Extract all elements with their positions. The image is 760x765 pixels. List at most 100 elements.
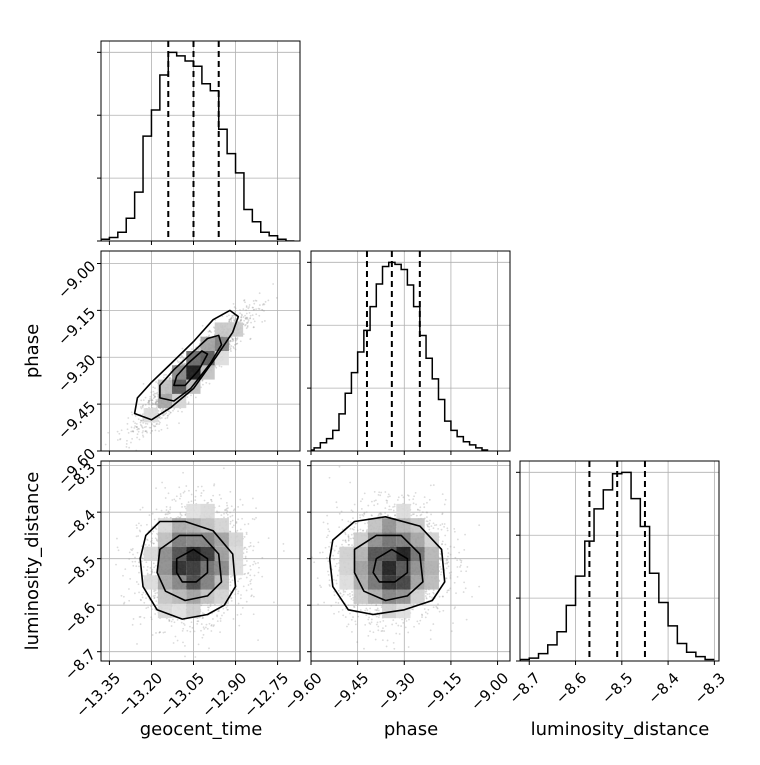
panel-geocent-time-vs-phase-sample-point <box>132 430 134 432</box>
panel-geocent-time-vs-luminosity-distance-sample-point <box>252 564 254 566</box>
panel-geocent-time-vs-phase-ytick-label: −9.00 <box>54 257 99 302</box>
hist-phase-bin <box>333 430 339 451</box>
panel-geocent-time-vs-phase-sample-point <box>170 412 172 414</box>
panel-geocent-time-vs-phase-sample-point <box>142 430 144 432</box>
hist-geocent-time-bin <box>143 136 151 241</box>
panel-geocent-time-vs-luminosity-distance-sample-point <box>132 565 134 567</box>
hist-geocent-time-bin <box>151 110 159 241</box>
panel-geocent-time-vs-luminosity-distance-sample-point <box>176 495 178 497</box>
hist-luminosity-distance-frame <box>520 461 719 661</box>
panel-geocent-time-vs-luminosity-distance-sample-point <box>261 576 263 578</box>
panel-geocent-time-vs-luminosity-distance-sample-point <box>184 624 186 626</box>
panel-geocent-time-vs-phase-sample-point <box>235 338 237 340</box>
panel-geocent-time-vs-phase-sample-point <box>229 346 231 348</box>
panel-geocent-time-vs-luminosity-distance-sample-point <box>137 552 139 554</box>
panel-geocent-time-vs-luminosity-distance-sample-point <box>237 614 239 616</box>
panel-geocent-time-vs-phase-sample-point <box>242 308 244 310</box>
panel-geocent-time-vs-luminosity-distance-sample-point <box>213 485 215 487</box>
panel-geocent-time-vs-phase-sample-point <box>239 312 241 314</box>
panel-geocent-time-vs-phase-sample-point <box>248 306 250 308</box>
hist-geocent-time-panel <box>97 41 300 245</box>
panel-geocent-time-vs-phase-sample-point <box>98 460 100 462</box>
hist-phase-bin <box>327 439 333 451</box>
hist-luminosity-distance-xtick-label: −8.5 <box>598 669 636 707</box>
hist-phase-bin <box>438 399 444 451</box>
panel-geocent-time-vs-phase-sample-point <box>253 303 255 305</box>
panel-geocent-time-vs-phase-sample-point <box>128 447 130 449</box>
panel-geocent-time-vs-luminosity-distance-sample-point <box>243 585 245 587</box>
panel-geocent-time-vs-phase-ytick-label: −9.30 <box>54 351 99 396</box>
panel-geocent-time-vs-luminosity-distance-sample-point <box>252 498 254 500</box>
panel-geocent-time-vs-luminosity-distance-sample-point <box>197 620 199 622</box>
panel-geocent-time-vs-phase-sample-point <box>154 429 156 431</box>
panel-geocent-time-vs-luminosity-distance-sample-point <box>154 519 156 521</box>
panel-geocent-time-vs-phase-sample-point <box>131 411 133 413</box>
panel-geocent-time-vs-luminosity-distance-sample-point <box>147 606 149 608</box>
panel-geocent-time-vs-luminosity-distance-sample-point <box>246 590 248 592</box>
panel-geocent-time-vs-luminosity-distance-sample-point <box>246 548 248 550</box>
panel-geocent-time-vs-luminosity-distance-sample-point <box>236 530 238 532</box>
panel-geocent-time-vs-phase-sample-point <box>131 414 133 416</box>
panel-geocent-time-vs-phase-sample-point <box>262 309 264 311</box>
panel-geocent-time-vs-phase-sample-point <box>252 307 254 309</box>
panel-geocent-time-vs-luminosity-distance-sample-point <box>252 550 254 552</box>
hist-luminosity-distance-bin <box>548 645 557 661</box>
panel-geocent-time-vs-phase-sample-point <box>250 338 252 340</box>
panel-geocent-time-vs-luminosity-distance-sample-point <box>220 498 222 500</box>
panel-geocent-time-vs-luminosity-distance-sample-point <box>167 512 169 514</box>
panel-geocent-time-vs-luminosity-distance-sample-point <box>175 636 177 638</box>
panel-geocent-time-vs-luminosity-distance-sample-point <box>201 637 203 639</box>
panel-geocent-time-vs-phase-sample-point <box>243 300 245 302</box>
hist-phase-bin <box>457 437 463 451</box>
hist-phase-bin <box>351 373 357 451</box>
panel-geocent-time-vs-phase-sample-point <box>166 424 168 426</box>
hist-phase-step-line <box>308 262 488 451</box>
panel-geocent-time-vs-luminosity-distance-sample-point <box>155 487 157 489</box>
hist-luminosity-distance-bin <box>668 626 677 661</box>
panel-geocent-time-vs-phase-sample-point <box>145 426 147 428</box>
panel-geocent-time-vs-phase-sample-point <box>127 417 129 419</box>
panel-geocent-time-vs-luminosity-distance-sample-point <box>218 505 220 507</box>
hist-phase-bin <box>339 414 345 451</box>
panel-geocent-time-vs-luminosity-distance-sample-point <box>245 557 247 559</box>
panel-geocent-time-vs-luminosity-distance-sample-point <box>208 647 210 649</box>
panel-geocent-time-vs-luminosity-distance-sample-point <box>138 583 140 585</box>
panel-geocent-time-vs-phase-sample-point <box>250 322 252 324</box>
panel-geocent-time-vs-phase-sample-point <box>182 348 184 350</box>
panel-geocent-time-vs-phase-sample-point <box>202 384 204 386</box>
panel-geocent-time-vs-phase-sample-point <box>205 382 207 384</box>
hist-phase-bin <box>470 445 476 451</box>
panel-geocent-time-vs-phase-sample-point <box>121 456 123 458</box>
panel-geocent-time-vs-phase-sample-point <box>131 426 133 428</box>
panel-geocent-time-vs-phase-sample-point <box>235 349 237 351</box>
panel-geocent-time-vs-phase-sample-point <box>258 308 260 310</box>
panel-geocent-time-vs-luminosity-distance-sample-point <box>248 546 250 548</box>
panel-geocent-time-vs-luminosity-distance-sample-point <box>161 482 163 484</box>
panel-geocent-time-vs-luminosity-distance-sample-point <box>136 581 138 583</box>
panel-geocent-time-vs-phase-sample-point <box>158 423 160 425</box>
panel-geocent-time-vs-luminosity-distance-sample-point <box>168 492 170 494</box>
panel-geocent-time-vs-phase-sample-point <box>241 315 243 317</box>
panel-geocent-time-vs-phase-sample-point <box>140 419 142 421</box>
panel-geocent-time-vs-luminosity-distance-sample-point <box>174 621 176 623</box>
panel-geocent-time-vs-luminosity-distance-sample-point <box>210 625 212 627</box>
panel-geocent-time-vs-luminosity-distance-sample-point <box>220 514 222 516</box>
panel-geocent-time-vs-phase-sample-point <box>245 324 247 326</box>
panel-geocent-time-vs-luminosity-distance-sample-point <box>206 502 208 504</box>
panel-geocent-time-vs-phase-sample-point <box>259 304 261 306</box>
panel-geocent-time-vs-luminosity-distance-sample-point <box>273 601 275 603</box>
panel-geocent-time-vs-luminosity-distance-sample-point <box>211 500 213 502</box>
panel-geocent-time-vs-luminosity-distance-sample-point <box>253 596 255 598</box>
panel-geocent-time-vs-luminosity-distance-sample-point <box>184 656 186 658</box>
hist-luminosity-distance-bin <box>566 605 575 661</box>
panel-geocent-time-vs-phase-sample-point <box>172 410 174 412</box>
panel-geocent-time-vs-luminosity-distance-sample-point <box>227 605 229 607</box>
panel-geocent-time-vs-phase-sample-point <box>181 411 183 413</box>
panel-geocent-time-vs-phase-sample-point <box>202 325 204 327</box>
hist-geocent-time-bin <box>219 129 227 241</box>
panel-geocent-time-vs-luminosity-distance-sample-point <box>250 595 252 597</box>
hist-luminosity-distance-bin <box>687 652 696 661</box>
panel-geocent-time-vs-luminosity-distance-sample-point <box>191 621 193 623</box>
panel-geocent-time-vs-luminosity-distance-sample-point <box>239 499 241 501</box>
